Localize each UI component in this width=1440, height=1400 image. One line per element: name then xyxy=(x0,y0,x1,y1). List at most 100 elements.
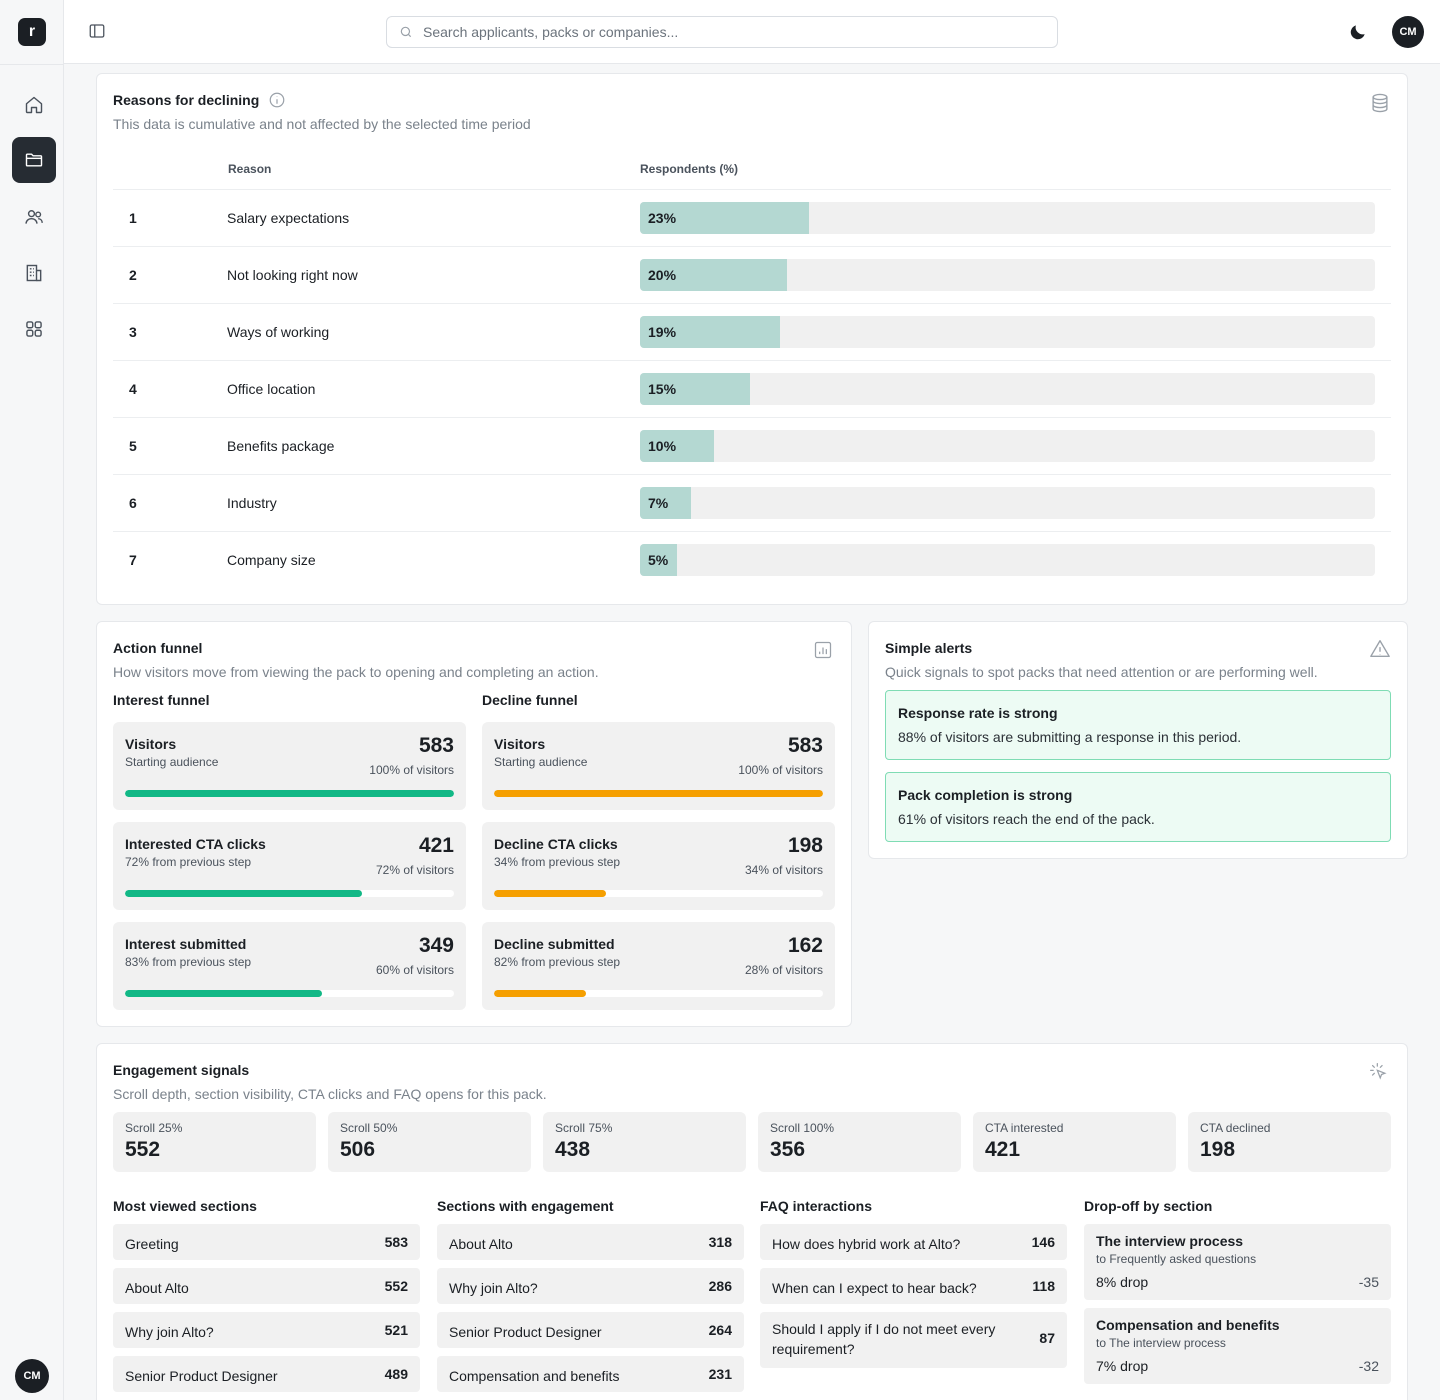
interest-funnel-step: Interest submitted 83% from previous step… xyxy=(113,922,466,1010)
step-count: 349 xyxy=(418,934,454,957)
card-subtitle: This data is cumulative and not affected… xyxy=(113,116,531,132)
grid-icon xyxy=(26,321,42,337)
item-label: Why join Alto? xyxy=(449,1280,538,1296)
faq-item[interactable]: When can I expect to hear back? 118 xyxy=(760,1268,1067,1304)
user-avatar[interactable]: CM xyxy=(15,1359,49,1393)
card-subtitle: Scroll depth, section visibility, CTA cl… xyxy=(113,1086,547,1102)
sidebar-item-apps[interactable] xyxy=(12,306,56,352)
sidebar-toggle-icon[interactable] xyxy=(88,22,106,40)
respondents-percent: 19% xyxy=(648,324,677,340)
card-subtitle: Quick signals to spot packs that need at… xyxy=(885,664,1318,680)
search-icon xyxy=(400,26,412,38)
reason-row: 7 Company size 5% xyxy=(113,531,1391,588)
reason-label: Salary expectations xyxy=(227,210,350,226)
search-bar[interactable] xyxy=(386,16,1058,48)
card-subtitle: How visitors move from viewing the pack … xyxy=(113,664,599,680)
reason-rank: 4 xyxy=(129,381,137,397)
dropoff-item[interactable]: Compensation and benefits to The intervie… xyxy=(1084,1308,1391,1384)
item-count: 231 xyxy=(708,1366,732,1382)
alert-title: Pack completion is strong xyxy=(898,787,1073,803)
faq-item[interactable]: Should I apply if I do not meet every re… xyxy=(760,1312,1067,1368)
moon-icon[interactable] xyxy=(1348,22,1368,42)
item-label: Greeting xyxy=(125,1236,179,1252)
most-viewed-title: Most viewed sections xyxy=(113,1198,257,1214)
step-name: Visitors xyxy=(125,736,177,752)
respondents-bar-fill xyxy=(640,430,714,462)
section-engagement-item[interactable]: Senior Product Designer 264 xyxy=(437,1312,744,1348)
step-progress-bar xyxy=(494,990,823,997)
item-label: How does hybrid work at Alto? xyxy=(772,1236,961,1252)
cursor-click-icon xyxy=(1370,1063,1387,1080)
dropoff-title: Drop-off by section xyxy=(1084,1198,1213,1214)
respondents-bar: 23% xyxy=(640,202,1375,234)
engagement-stat: Scroll 75% 438 xyxy=(543,1112,746,1172)
engagement-stat: Scroll 100% 356 xyxy=(758,1112,961,1172)
respondents-bar-fill xyxy=(640,373,751,405)
alert-text: 61% of visitors reach the end of the pac… xyxy=(898,811,1155,827)
user-avatar[interactable]: CM xyxy=(1392,16,1424,48)
database-icon xyxy=(1372,93,1388,113)
section-view-item[interactable]: Greeting 583 xyxy=(113,1224,420,1260)
folder-icon xyxy=(25,153,43,167)
warning-icon xyxy=(1370,640,1390,658)
sidebar-item-companies[interactable] xyxy=(12,250,56,296)
step-share: 34% of visitors xyxy=(744,863,823,877)
dropoff-item[interactable]: The interview process to Frequently asked… xyxy=(1084,1224,1391,1300)
reason-label: Industry xyxy=(227,495,277,511)
stat-label: Scroll 100% xyxy=(770,1121,835,1135)
dropoff-percent: 7% drop xyxy=(1096,1358,1149,1374)
step-share: 72% of visitors xyxy=(375,863,454,877)
step-progress-fill xyxy=(494,890,606,897)
item-count: 552 xyxy=(384,1278,408,1294)
step-progress-bar xyxy=(125,790,454,797)
respondents-bar-fill xyxy=(640,544,677,576)
item-label: Senior Product Designer xyxy=(449,1324,602,1340)
app-logo[interactable]: r xyxy=(18,18,46,46)
column-header-respondents: Respondents (%) xyxy=(640,162,739,176)
sidebar-item-home[interactable] xyxy=(12,82,56,128)
respondents-bar-fill xyxy=(640,316,780,348)
sidebar-divider xyxy=(0,64,64,65)
simple-alerts-card: Simple alerts Quick signals to spot pack… xyxy=(868,621,1408,859)
column-header-reason: Reason xyxy=(228,162,272,176)
reason-rank: 5 xyxy=(129,438,137,454)
reason-label: Company size xyxy=(227,552,316,568)
item-count: 264 xyxy=(708,1322,732,1338)
item-count: 583 xyxy=(384,1234,408,1250)
reason-rank: 7 xyxy=(129,552,137,568)
top-bar: CM xyxy=(64,0,1440,64)
faq-interactions-title: FAQ interactions xyxy=(760,1198,873,1214)
reason-row: 1 Salary expectations 23% xyxy=(113,189,1391,246)
section-view-item[interactable]: About Alto 552 xyxy=(113,1268,420,1304)
step-name: Decline submitted xyxy=(494,936,615,952)
step-count: 421 xyxy=(418,834,454,857)
item-count: 521 xyxy=(384,1322,408,1338)
section-view-item[interactable]: Senior Product Designer 489 xyxy=(113,1356,420,1392)
search-input[interactable] xyxy=(423,24,1023,40)
sections-engagement-title: Sections with engagement xyxy=(437,1198,614,1214)
info-icon[interactable] xyxy=(268,91,286,109)
bar-chart-icon xyxy=(814,641,832,659)
engagement-card: Engagement signals Scroll depth, section… xyxy=(96,1043,1408,1400)
step-progress-fill xyxy=(125,990,323,997)
respondents-bar: 5% xyxy=(640,544,1375,576)
step-progress-bar xyxy=(125,890,454,897)
faq-item[interactable]: How does hybrid work at Alto? 146 xyxy=(760,1224,1067,1260)
stat-label: Scroll 25% xyxy=(125,1121,183,1135)
item-count: 146 xyxy=(1031,1234,1055,1250)
step-description: Starting audience xyxy=(125,755,219,769)
dropoff-target: to Frequently asked questions xyxy=(1096,1252,1257,1266)
section-engagement-item[interactable]: About Alto 318 xyxy=(437,1224,744,1260)
respondents-percent: 5% xyxy=(648,552,669,568)
section-engagement-item[interactable]: Why join Alto? 286 xyxy=(437,1268,744,1304)
stat-value: 356 xyxy=(770,1138,806,1161)
card-title: Engagement signals xyxy=(113,1062,250,1078)
section-view-item[interactable]: Why join Alto? 521 xyxy=(113,1312,420,1348)
section-engagement-item[interactable]: Compensation and benefits 231 xyxy=(437,1356,744,1392)
reason-label: Not looking right now xyxy=(227,267,358,283)
stat-label: CTA declined xyxy=(1200,1121,1271,1135)
reason-label: Benefits package xyxy=(227,438,335,454)
sidebar-item-packs[interactable] xyxy=(12,137,56,183)
reason-rank: 6 xyxy=(129,495,137,511)
sidebar-item-applicants[interactable] xyxy=(12,194,56,240)
